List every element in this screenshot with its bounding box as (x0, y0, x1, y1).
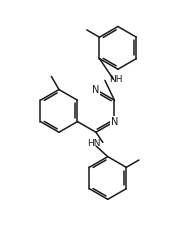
Text: N: N (92, 84, 100, 95)
Text: HN: HN (87, 139, 100, 148)
Text: NH: NH (109, 75, 122, 84)
Text: N: N (111, 117, 118, 127)
